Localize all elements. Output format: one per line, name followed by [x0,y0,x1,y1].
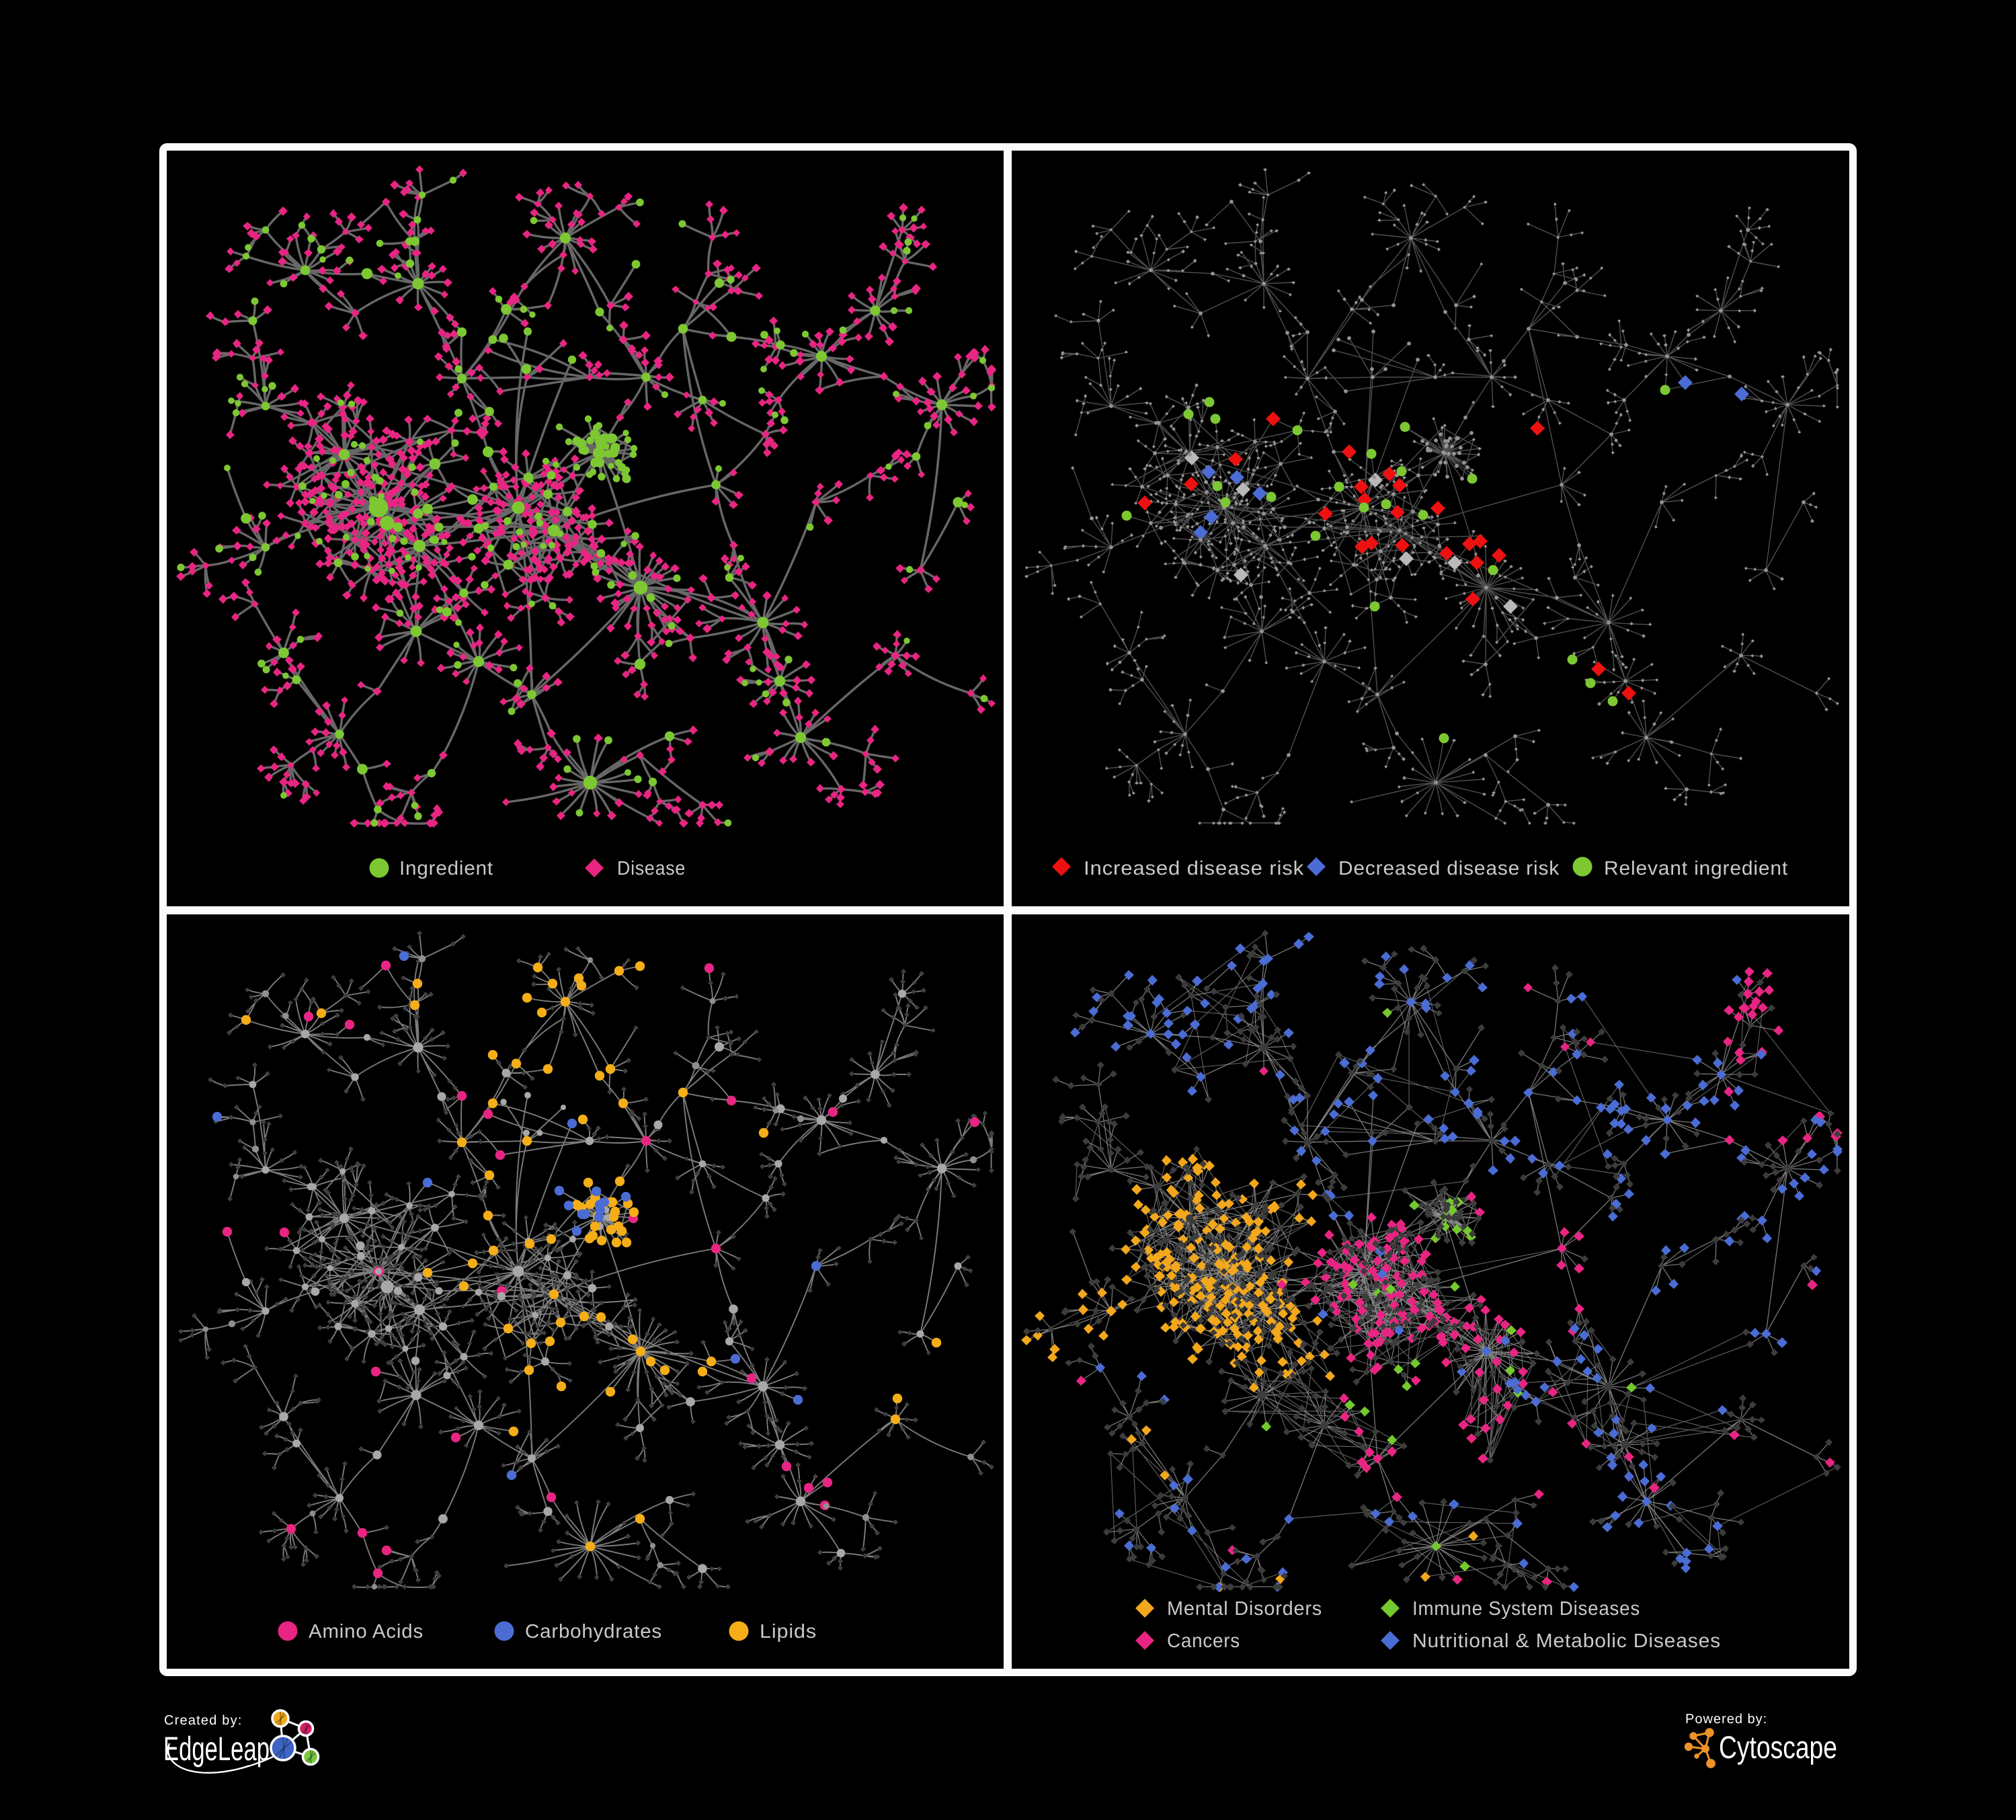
svg-text:Nutritional & Metabolic Diseas: Nutritional & Metabolic Diseases [1412,1630,1721,1652]
svg-text:Powered by:: Powered by: [1685,1712,1767,1727]
svg-text:Cancers: Cancers [1167,1630,1240,1652]
svg-text:Disease: Disease [617,858,686,879]
svg-text:Decreased disease risk: Decreased disease risk [1338,858,1560,879]
svg-text:EdgeLeap: EdgeLeap [163,1730,270,1768]
svg-text:Lipids: Lipids [760,1621,817,1643]
svg-text:Relevant ingredient: Relevant ingredient [1604,858,1788,879]
svg-text:Carbohydrates: Carbohydrates [525,1621,662,1643]
svg-text:Amino Acids: Amino Acids [309,1621,424,1643]
svg-text:Created by:: Created by: [164,1713,243,1728]
svg-text:Ingredient: Ingredient [399,858,493,879]
svg-text:Cytoscape: Cytoscape [1719,1729,1837,1765]
svg-text:Increased disease risk: Increased disease risk [1084,858,1304,879]
svg-text:Mental Disorders: Mental Disorders [1167,1598,1322,1620]
svg-text:Immune System Diseases: Immune System Diseases [1412,1598,1640,1620]
